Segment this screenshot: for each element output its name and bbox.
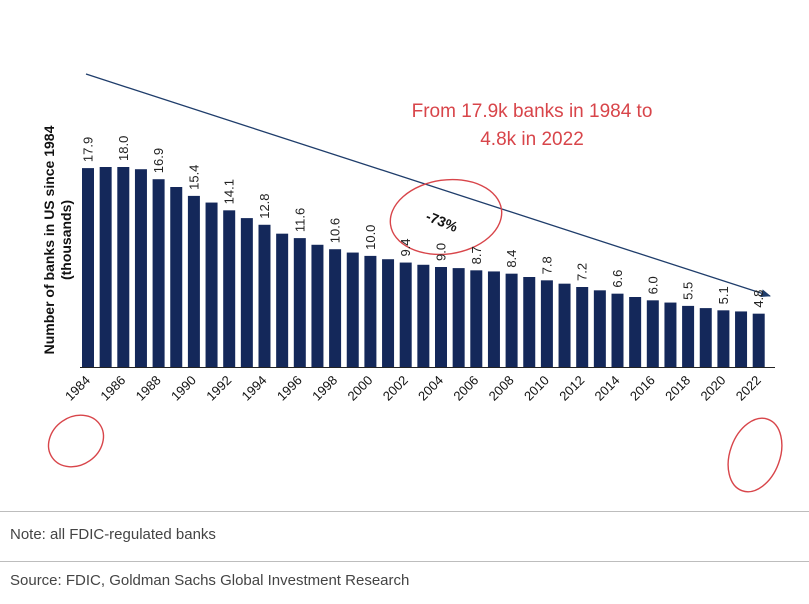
x-tick-1992: 1992 <box>203 373 234 404</box>
value-label-2000: 10.0 <box>363 225 378 250</box>
x-tick-2022: 2022 <box>733 373 764 404</box>
bar-2016 <box>646 300 659 367</box>
value-label-1984: 17.9 <box>81 137 96 162</box>
change-label: -73% <box>424 208 461 235</box>
x-tick-2010: 2010 <box>521 373 552 404</box>
bar-1993 <box>240 218 253 367</box>
value-label-2010: 7.8 <box>539 256 554 274</box>
trend-arrow <box>85 73 771 298</box>
value-label-1990: 15.4 <box>186 165 201 190</box>
x-tick-1984: 1984 <box>62 373 93 404</box>
bar-2012 <box>576 287 589 367</box>
x-tick-2002: 2002 <box>380 373 411 404</box>
value-labels-group: 17.9 18.0 16.9 15.4 14.1 12.8 11.6 10.6 10.0 9.4 9… <box>81 136 767 308</box>
bar-2009 <box>523 277 536 367</box>
bar-2021 <box>735 311 748 367</box>
bar-2006 <box>470 270 483 367</box>
bar-2015 <box>629 297 642 367</box>
bar-2000 <box>364 255 377 367</box>
callout-line-1: From 17.9k banks in 1984 to <box>412 101 653 122</box>
x-tick-2006: 2006 <box>450 373 481 404</box>
bar-1995 <box>276 233 289 367</box>
bar-2013 <box>593 290 606 367</box>
bar-1992 <box>223 210 236 367</box>
bar-1991 <box>205 202 218 367</box>
chart-note: Note: all FDIC-regulated banks <box>10 526 216 543</box>
bar-2014 <box>611 293 624 367</box>
bar-1997 <box>311 244 324 367</box>
bar-1987 <box>134 169 147 367</box>
value-label-2002: 9.4 <box>398 238 413 256</box>
value-label-1994: 12.8 <box>257 193 272 218</box>
bar-2008 <box>505 273 518 367</box>
value-label-2014: 6.6 <box>610 270 625 288</box>
x-tick-2000: 2000 <box>344 373 375 404</box>
value-label-1988: 16.9 <box>151 148 166 173</box>
bar-1998 <box>329 249 342 367</box>
x-tick-1994: 1994 <box>239 373 270 404</box>
y-axis-subtitle: (thousands) <box>58 200 74 280</box>
bar-2011 <box>558 283 571 367</box>
bar-2019 <box>699 308 712 367</box>
x-tick-2018: 2018 <box>662 373 693 404</box>
x-tick-2012: 2012 <box>556 373 587 404</box>
value-label-1996: 11.6 <box>292 208 307 232</box>
bar-2003 <box>417 264 430 367</box>
x-tick-2016: 2016 <box>627 373 658 404</box>
bar-2007 <box>487 271 500 367</box>
bar-1985 <box>99 167 112 367</box>
note-divider <box>0 511 809 512</box>
value-label-2016: 6.0 <box>645 276 660 294</box>
bars-group <box>82 167 765 367</box>
value-label-2018: 5.5 <box>681 282 696 300</box>
bar-2017 <box>664 302 677 367</box>
bar-1984 <box>82 168 94 367</box>
bar-1989 <box>170 187 183 367</box>
value-label-2020: 5.1 <box>716 286 731 304</box>
x-tick-1990: 1990 <box>168 373 199 404</box>
bar-1986 <box>117 167 130 367</box>
circle-1984 <box>47 414 105 468</box>
bar-2010 <box>540 280 553 367</box>
value-label-1986: 18.0 <box>116 136 131 161</box>
bar-2002 <box>399 262 412 367</box>
value-label-2022: 4.8 <box>751 290 766 308</box>
bar-2018 <box>682 305 695 367</box>
bar-1990 <box>187 195 200 367</box>
x-tick-1996: 1996 <box>274 373 305 404</box>
value-label-2006: 8.7 <box>469 246 484 264</box>
x-tick-labels-group: 1984 1986 1988 1990 1992 1994 1996 1998 2000 2002… <box>62 373 764 404</box>
bar-1988 <box>152 179 165 367</box>
x-tick-1988: 1988 <box>133 373 164 404</box>
change-circle <box>389 178 503 256</box>
bar-2005 <box>452 268 465 367</box>
x-tick-2020: 2020 <box>697 373 728 404</box>
source-divider <box>0 561 809 562</box>
bar-1994 <box>258 224 271 367</box>
callout-line-2: 4.8k in 2022 <box>480 129 584 150</box>
value-label-1998: 10.6 <box>328 218 343 243</box>
x-tick-1986: 1986 <box>97 373 128 404</box>
value-label-2004: 9.0 <box>434 243 449 261</box>
y-axis-title: Number of banks in US since 1984 <box>41 125 57 354</box>
bar-1996 <box>293 238 306 367</box>
x-tick-1998: 1998 <box>309 373 340 404</box>
chart-source: Source: FDIC, Goldman Sachs Global Inves… <box>10 572 410 589</box>
bar-2020 <box>717 310 730 367</box>
x-tick-2014: 2014 <box>592 373 623 404</box>
x-tick-2004: 2004 <box>415 373 446 404</box>
circle-2022 <box>727 417 783 493</box>
bar-2022 <box>752 313 765 367</box>
x-tick-2008: 2008 <box>486 373 517 404</box>
bar-2001 <box>382 259 395 367</box>
value-label-2012: 7.2 <box>575 263 590 281</box>
bar-1999 <box>346 252 359 367</box>
bar-2004 <box>435 267 447 367</box>
value-label-2008: 8.4 <box>504 250 519 268</box>
value-label-1992: 14.1 <box>222 179 237 204</box>
